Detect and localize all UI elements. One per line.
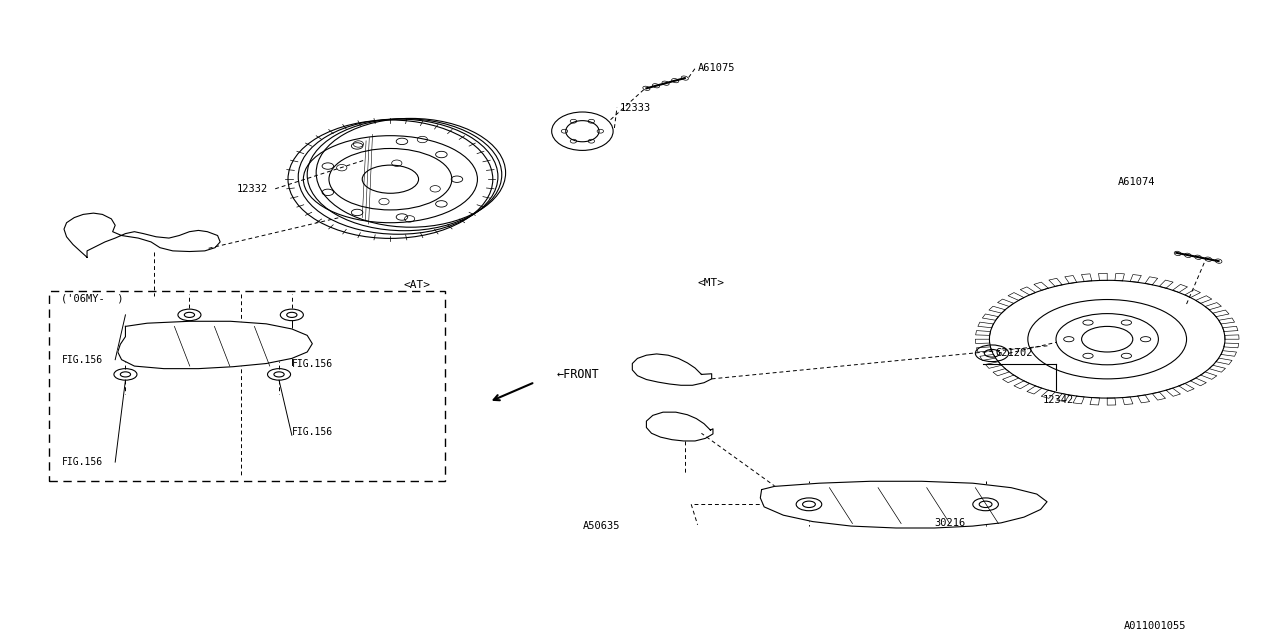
Text: 12333: 12333 (620, 102, 650, 113)
Text: <MT>: <MT> (698, 278, 724, 288)
Text: A61074: A61074 (1117, 177, 1155, 188)
Text: FIG.156: FIG.156 (61, 457, 102, 467)
Text: FIG.156: FIG.156 (292, 427, 333, 437)
Bar (49, 291, 445, 481)
Text: <AT>: <AT> (403, 280, 430, 290)
Polygon shape (118, 321, 312, 369)
Text: 30216: 30216 (934, 518, 965, 528)
Polygon shape (760, 481, 1047, 528)
Text: 12332: 12332 (237, 184, 268, 194)
Text: A011001055: A011001055 (1124, 621, 1187, 631)
Text: FIG.156: FIG.156 (292, 358, 333, 369)
Text: ('06MY-  ): ('06MY- ) (61, 294, 124, 304)
Text: A61075: A61075 (698, 63, 735, 74)
Text: ←FRONT: ←FRONT (557, 368, 599, 381)
Text: A50635: A50635 (582, 521, 620, 531)
Text: 12342: 12342 (1043, 395, 1074, 405)
Text: FIG.156: FIG.156 (61, 355, 102, 365)
Text: G21202: G21202 (996, 348, 1033, 358)
